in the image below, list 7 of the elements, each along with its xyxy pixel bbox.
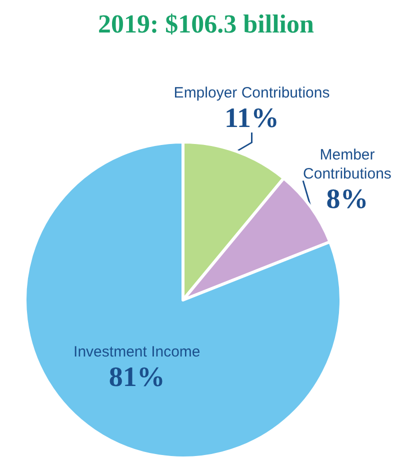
- chart-title: 2019: $106.3 billion: [98, 10, 315, 38]
- data-label: 8%: [326, 184, 368, 216]
- slice-label: Investment Income: [74, 343, 200, 360]
- slice-label: Employer Contributions: [174, 84, 330, 102]
- data-label: 81%: [108, 362, 165, 393]
- data-label: 11%: [224, 103, 279, 134]
- slice-label: Member Contributions: [303, 146, 392, 183]
